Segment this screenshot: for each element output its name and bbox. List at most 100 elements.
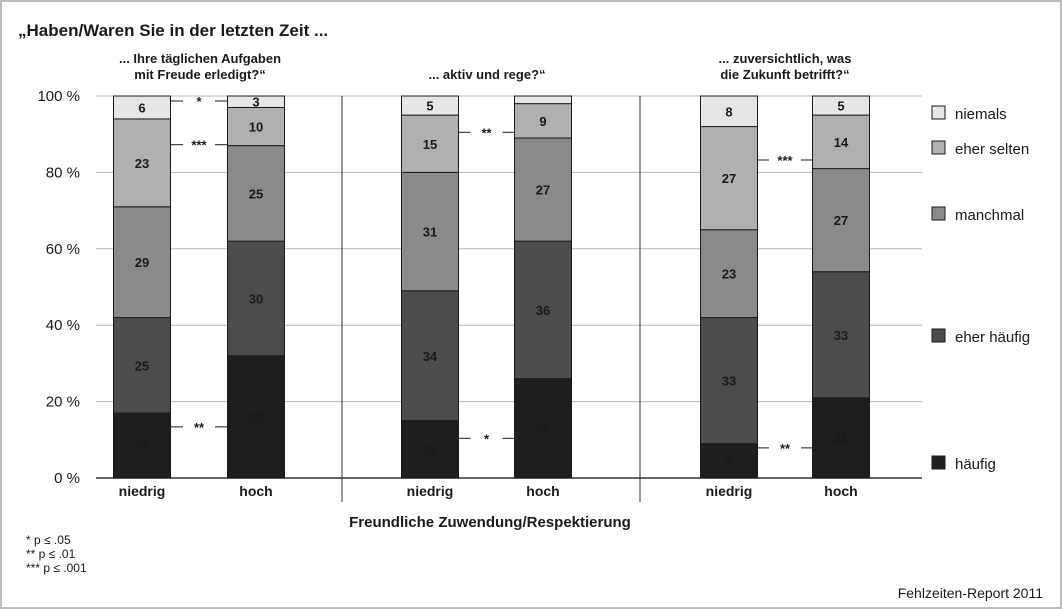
source-note: Fehlzeiten-Report 2011 bbox=[898, 585, 1043, 601]
significance-mark: ** bbox=[481, 125, 492, 140]
data-label: 21 bbox=[834, 431, 848, 446]
y-tick-label: 20 % bbox=[46, 394, 80, 411]
data-label: 32 bbox=[249, 410, 263, 425]
significance-mark: * bbox=[484, 431, 490, 446]
legend-swatch bbox=[931, 140, 946, 155]
bar-segment bbox=[812, 95, 870, 116]
bar-segment bbox=[113, 412, 171, 479]
bar-segment bbox=[227, 95, 285, 108]
legend-swatch bbox=[931, 105, 946, 120]
data-label: 8 bbox=[725, 104, 732, 119]
panel-subtitle: mit Freude erledigt?“ bbox=[134, 67, 265, 82]
legend-label: manchmal bbox=[955, 207, 1024, 224]
x-tick-label: hoch bbox=[526, 483, 559, 499]
data-label: 15 bbox=[423, 137, 437, 152]
y-tick-label: 80 % bbox=[46, 164, 80, 181]
data-label: 3 bbox=[252, 95, 259, 110]
bar-segment bbox=[113, 206, 171, 319]
data-label: 10 bbox=[249, 120, 263, 135]
bar-segment bbox=[514, 378, 572, 479]
data-label: 5 bbox=[837, 99, 844, 114]
data-label: 27 bbox=[536, 183, 550, 198]
bar-segment bbox=[514, 95, 572, 105]
legend-swatch bbox=[931, 455, 946, 470]
bar-segment bbox=[401, 420, 459, 479]
data-label: 9 bbox=[725, 454, 732, 469]
data-label: 6 bbox=[138, 100, 145, 115]
panel-subtitle: ... Ihre täglichen Aufgaben bbox=[119, 51, 281, 66]
bar-segment bbox=[227, 145, 285, 242]
y-tick-label: 40 % bbox=[46, 317, 80, 334]
data-label: 25 bbox=[135, 358, 149, 373]
bar-segment bbox=[700, 126, 758, 231]
x-tick-label: niedrig bbox=[119, 483, 166, 499]
bar-segment bbox=[113, 95, 171, 120]
bar-segment bbox=[514, 240, 572, 380]
bar-segment bbox=[113, 317, 171, 414]
bar-segment bbox=[812, 271, 870, 399]
bar-segment bbox=[700, 229, 758, 319]
legend: niemals eher selten manchmal eher häufig häu… bbox=[931, 105, 1030, 473]
significance-mark: ** bbox=[780, 441, 791, 456]
bar-segment bbox=[700, 317, 758, 445]
x-tick-label: niedrig bbox=[407, 483, 454, 499]
data-label: 29 bbox=[135, 255, 149, 270]
data-label: 34 bbox=[423, 349, 438, 364]
footnote-line: * p ≤ .05 bbox=[26, 533, 71, 547]
data-label: 9 bbox=[539, 114, 546, 129]
bar-segment bbox=[401, 114, 459, 173]
x-tick-label: hoch bbox=[824, 483, 857, 499]
bar-segment bbox=[812, 114, 870, 170]
bar-segment bbox=[700, 95, 758, 128]
bar-segment bbox=[401, 290, 459, 422]
y-axis: 0 % 20 % 40 % 60 % 80 % 100 % bbox=[37, 88, 80, 487]
x-tick-label: niedrig bbox=[706, 483, 753, 499]
significance-mark: * bbox=[196, 94, 202, 109]
x-axis-label: Freundliche Zuwendung/Respektierung bbox=[349, 514, 631, 531]
panel-subtitle: ... zuversichtlich, was bbox=[719, 51, 852, 66]
data-label: 27 bbox=[834, 213, 848, 228]
y-tick-label: 60 % bbox=[46, 241, 80, 258]
panel-2: ... aktiv und rege?“ 15 34 31 15 5 niedrig 26 36… bbox=[401, 67, 572, 499]
data-label: 31 bbox=[423, 225, 437, 240]
bar-segment bbox=[113, 118, 171, 208]
data-label: 14 bbox=[834, 135, 849, 150]
data-label: 30 bbox=[249, 291, 263, 306]
data-label: 23 bbox=[722, 267, 736, 282]
bar-segment bbox=[700, 443, 758, 479]
significance-footnotes: * p ≤ .05** p ≤ .01*** p ≤ .001 bbox=[26, 533, 87, 575]
significance-mark: *** bbox=[191, 138, 207, 153]
chart-title: „Haben/Waren Sie in der letzten Zeit ... bbox=[18, 21, 328, 40]
bar-segment bbox=[227, 240, 285, 357]
bar-segment bbox=[812, 397, 870, 479]
data-label: 33 bbox=[722, 374, 736, 389]
bar-segment bbox=[227, 355, 285, 479]
legend-label: eher häufig bbox=[955, 329, 1030, 346]
bar-segment bbox=[227, 106, 285, 147]
legend-swatch bbox=[931, 328, 946, 343]
bar-segment bbox=[514, 103, 572, 139]
data-label: 33 bbox=[834, 328, 848, 343]
data-label: 15 bbox=[423, 442, 437, 457]
bar-segment bbox=[401, 95, 459, 116]
data-label: 26 bbox=[536, 421, 550, 436]
legend-label: häufig bbox=[955, 456, 996, 473]
legend-swatch bbox=[931, 206, 946, 221]
data-label: 5 bbox=[426, 99, 433, 114]
data-label: 27 bbox=[722, 171, 736, 186]
bar-segment bbox=[401, 171, 459, 292]
x-tick-label: hoch bbox=[239, 483, 272, 499]
y-tick-label: 0 % bbox=[54, 470, 80, 487]
significance-mark: *** bbox=[777, 153, 793, 168]
y-tick-label: 100 % bbox=[37, 88, 80, 105]
legend-label: niemals bbox=[955, 106, 1007, 123]
bar-segment bbox=[514, 137, 572, 242]
data-label: 23 bbox=[135, 156, 149, 171]
bar-segment bbox=[812, 168, 870, 273]
panel-subtitle: ... aktiv und rege?“ bbox=[428, 67, 545, 82]
footnote-line: ** p ≤ .01 bbox=[26, 547, 76, 561]
panel-subtitle: die Zukunft betrifft?“ bbox=[720, 67, 849, 82]
